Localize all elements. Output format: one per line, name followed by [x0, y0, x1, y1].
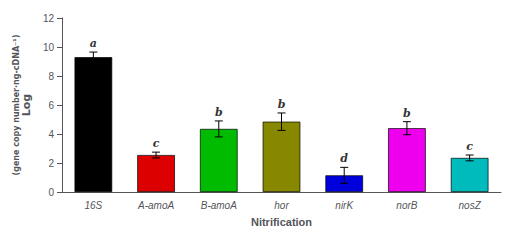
svg-text:hor: hor: [274, 200, 289, 211]
svg-text:A-amoA: A-amoA: [137, 200, 174, 211]
svg-text:6: 6: [48, 100, 54, 111]
svg-text:d: d: [340, 152, 348, 165]
svg-text:nosZ: nosZ: [459, 200, 482, 211]
svg-text:c: c: [466, 140, 473, 153]
svg-text:2: 2: [48, 158, 54, 169]
svg-text:norB: norB: [396, 200, 417, 211]
svg-text:Nitrification: Nitrification: [251, 216, 312, 228]
svg-text:a: a: [90, 37, 97, 50]
svg-text:12: 12: [43, 13, 55, 24]
svg-text:4: 4: [48, 129, 54, 140]
svg-text:16S: 16S: [84, 200, 102, 211]
svg-text:(gene copy number·ng-cDNA⁻¹): (gene copy number·ng-cDNA⁻¹): [12, 34, 22, 176]
svg-text:nirK: nirK: [335, 200, 354, 211]
svg-text:b: b: [278, 98, 286, 111]
svg-text:Log: Log: [20, 94, 33, 116]
svg-text:b: b: [215, 106, 223, 119]
svg-text:10: 10: [43, 42, 55, 53]
svg-text:c: c: [153, 137, 160, 150]
svg-text:8: 8: [48, 71, 54, 82]
svg-text:b: b: [403, 107, 411, 120]
svg-text:B-amoA: B-amoA: [201, 200, 237, 211]
svg-text:0: 0: [48, 187, 54, 198]
